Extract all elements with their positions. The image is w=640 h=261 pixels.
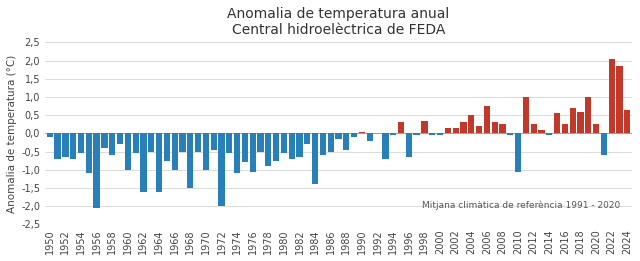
Bar <box>515 133 521 171</box>
Bar <box>570 108 576 133</box>
Bar <box>47 133 53 137</box>
Bar <box>359 132 365 133</box>
Bar <box>250 133 256 171</box>
Bar <box>507 133 513 135</box>
Bar <box>382 133 388 159</box>
Bar <box>538 130 545 133</box>
Bar <box>460 122 467 133</box>
Bar <box>437 133 443 135</box>
Bar <box>101 133 108 148</box>
Bar <box>281 133 287 153</box>
Bar <box>125 133 131 170</box>
Bar <box>523 97 529 133</box>
Bar <box>343 133 349 150</box>
Title: Anomalia de temperatura anual
Central hidroelèctrica de FEDA: Anomalia de temperatura anual Central hi… <box>227 7 450 37</box>
Bar <box>390 133 396 135</box>
Bar <box>242 133 248 163</box>
Bar <box>86 133 92 173</box>
Bar <box>156 133 162 192</box>
Bar <box>179 133 186 152</box>
Bar <box>335 133 342 139</box>
Bar <box>492 122 498 133</box>
Bar <box>78 133 84 153</box>
Bar <box>117 133 123 144</box>
Bar <box>312 133 318 184</box>
Bar <box>445 128 451 133</box>
Bar <box>265 133 271 166</box>
Bar <box>273 133 279 161</box>
Bar <box>367 133 373 141</box>
Bar <box>148 133 154 152</box>
Y-axis label: Anomalia de temperatura (°C): Anomalia de temperatura (°C) <box>7 54 17 212</box>
Bar <box>624 110 630 133</box>
Bar <box>140 133 147 192</box>
Bar <box>429 133 435 135</box>
Bar <box>476 126 482 133</box>
Bar <box>554 113 560 133</box>
Bar <box>304 133 310 144</box>
Bar <box>328 133 334 152</box>
Bar <box>616 66 623 133</box>
Bar <box>289 133 295 159</box>
Bar <box>93 133 100 208</box>
Bar <box>164 133 170 161</box>
Bar <box>320 133 326 155</box>
Bar <box>484 106 490 133</box>
Bar <box>226 133 232 153</box>
Bar <box>62 133 68 157</box>
Bar <box>406 133 412 157</box>
Bar <box>195 133 201 152</box>
Bar <box>398 122 404 133</box>
Bar <box>203 133 209 170</box>
Bar <box>211 133 217 150</box>
Bar <box>452 128 459 133</box>
Bar <box>531 124 537 133</box>
Bar <box>234 133 240 173</box>
Bar <box>132 133 139 153</box>
Bar <box>601 133 607 155</box>
Bar <box>351 133 357 137</box>
Text: Mitjana climàtica de referència 1991 - 2020: Mitjana climàtica de referència 1991 - 2… <box>422 200 620 210</box>
Bar <box>296 133 303 157</box>
Bar <box>499 124 506 133</box>
Bar <box>609 59 615 133</box>
Bar <box>468 115 474 133</box>
Bar <box>585 97 591 133</box>
Bar <box>70 133 76 159</box>
Bar <box>562 124 568 133</box>
Bar <box>54 133 61 159</box>
Bar <box>172 133 178 170</box>
Bar <box>413 133 420 135</box>
Bar <box>546 133 552 135</box>
Bar <box>109 133 115 155</box>
Bar <box>421 121 428 133</box>
Bar <box>218 133 225 206</box>
Bar <box>187 133 193 188</box>
Bar <box>257 133 264 152</box>
Bar <box>593 124 599 133</box>
Bar <box>577 112 584 133</box>
